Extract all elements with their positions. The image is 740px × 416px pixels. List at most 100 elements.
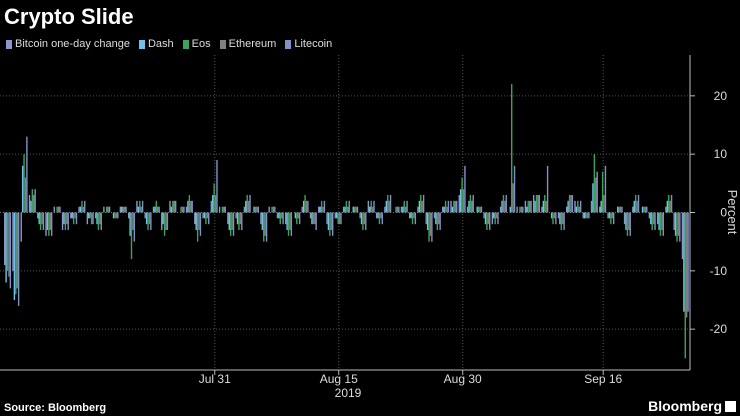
bar [307, 200, 309, 213]
bar [362, 212, 364, 230]
bar [213, 183, 215, 213]
bar [327, 212, 330, 230]
bar [643, 206, 645, 213]
bar [190, 200, 192, 213]
bar [462, 189, 465, 213]
bar [559, 212, 561, 225]
bar [152, 206, 155, 213]
bar [546, 165, 549, 213]
bar [493, 212, 495, 219]
bar [431, 212, 433, 242]
bar [687, 212, 689, 312]
bar [123, 206, 126, 213]
bar [617, 206, 619, 213]
bar [562, 212, 564, 225]
bar [637, 195, 640, 213]
bar [369, 206, 371, 213]
bar [322, 206, 324, 213]
bar [125, 206, 127, 213]
bar [371, 206, 374, 213]
bar [20, 212, 22, 242]
bar [541, 206, 543, 213]
bar [180, 206, 182, 213]
bar [352, 206, 354, 213]
bar [557, 212, 560, 219]
legend-label: Dash [147, 38, 174, 50]
bar [38, 212, 40, 225]
bar [5, 212, 7, 283]
bar [71, 212, 73, 219]
bar [46, 212, 49, 230]
bar [359, 212, 361, 219]
bar [74, 212, 76, 219]
bar [99, 212, 101, 225]
bar [89, 212, 91, 219]
bar [628, 212, 630, 230]
bar [471, 200, 473, 213]
bar [129, 212, 131, 236]
bar [426, 212, 429, 230]
bar [249, 195, 251, 213]
bar [395, 206, 397, 213]
bar [375, 212, 378, 219]
bar [571, 195, 574, 213]
bar [232, 212, 235, 236]
bar [37, 212, 39, 219]
bar [337, 212, 339, 225]
bar [139, 200, 141, 213]
bar [381, 212, 383, 225]
bar [67, 212, 69, 230]
bar [604, 165, 607, 213]
bar [353, 206, 356, 213]
bar [183, 206, 185, 213]
bar [53, 206, 55, 213]
bar [656, 212, 659, 225]
bar [187, 200, 189, 213]
bar [344, 206, 346, 213]
bar [483, 212, 485, 219]
source-note: Source: Bloomberg [4, 402, 107, 414]
bar [398, 206, 400, 213]
bar [586, 212, 589, 219]
bar [311, 212, 313, 225]
bar [454, 200, 456, 213]
bar [218, 206, 221, 213]
bar [414, 212, 417, 225]
bar [148, 212, 151, 225]
bar [684, 212, 686, 359]
bar [216, 160, 218, 213]
bar [389, 195, 392, 213]
bar [45, 212, 47, 236]
bar [318, 206, 320, 213]
bar [260, 212, 262, 225]
bar [648, 212, 651, 219]
bar [206, 212, 209, 219]
chart-title: Crypto Slide [4, 4, 134, 29]
bar [228, 212, 230, 230]
bar [504, 200, 506, 213]
bar [411, 212, 414, 225]
bar [387, 195, 389, 213]
bar [396, 206, 399, 213]
bar [410, 212, 412, 219]
bar [140, 206, 142, 213]
bar [568, 195, 571, 213]
bar [677, 212, 680, 236]
bar [388, 200, 390, 213]
bar [495, 212, 498, 219]
bar [323, 200, 326, 213]
legend-item: Litecoin [285, 38, 332, 50]
bar [276, 212, 279, 219]
bar [641, 206, 644, 213]
bar [560, 212, 562, 230]
bar [644, 206, 647, 213]
bar [194, 212, 196, 225]
bar [96, 212, 98, 225]
bar [563, 212, 565, 230]
bar [326, 212, 328, 225]
legend-label: Bitcoin one-day change [15, 38, 130, 50]
bar [461, 177, 463, 213]
bar [348, 200, 350, 213]
bar [172, 200, 174, 213]
legend-swatch [138, 39, 145, 49]
